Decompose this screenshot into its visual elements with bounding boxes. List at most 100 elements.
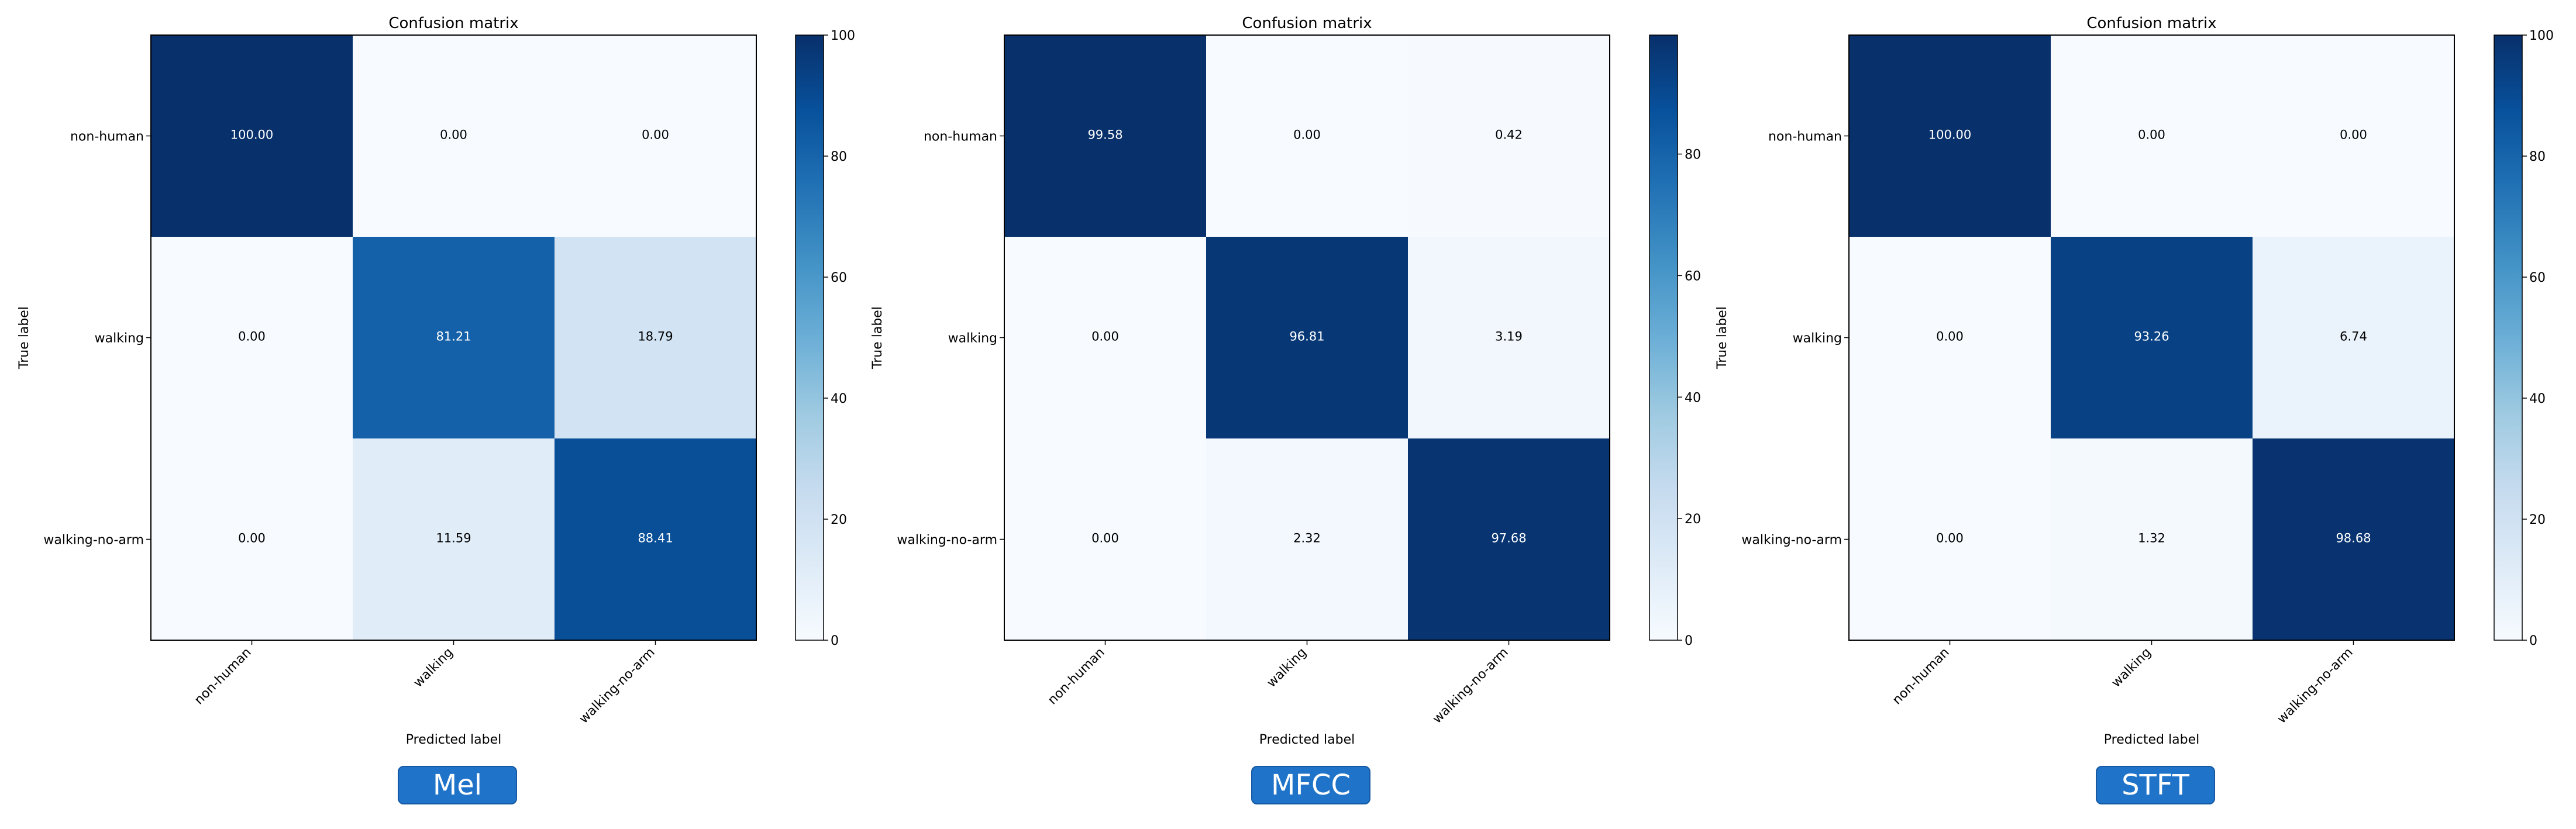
panel-3-colorbar-tick-label-4: 80 [2529,150,2546,164]
panel-1-cell-r0-c2 [555,35,757,237]
panel-2-value-r0-c2: 0.42 [1495,128,1523,142]
panel-3-xtick-label-2: walking-no-arm [2275,645,2356,727]
panel-3-ytick-label-2: walking-no-arm [1741,533,1842,548]
panel-2-xtick-label-0: non-human [1045,645,1108,708]
panel-2-ytick-label-2: walking-no-arm [897,533,997,548]
panel-2-colorbar [1649,35,1678,640]
panel-3-cell-r2-c1 [2051,438,2253,641]
stft-badge: STFT [2096,766,2215,804]
panel-1-value-r0-c0: 100.00 [230,128,273,142]
panel-3-value-r0-c2: 0.00 [2340,128,2367,142]
panel-1-cell-r1-c2 [555,237,757,439]
panel-2-ytick-label-0: non-human [924,130,997,144]
panel-2-colorbar-tick-label-0: 0 [1685,634,1693,648]
panel-2-xtick-label-2: walking-no-arm [1430,645,1511,727]
panel-2-cell-r0-c2 [1408,35,1610,237]
panel-3-value-r1-c0: 0.00 [1936,330,1964,344]
panel-2-colorbar-tick-label-2: 40 [1685,391,1701,405]
panel-1-colorbar-tick-label-3: 60 [831,271,847,285]
panel-2-xlabel: Predicted label [1259,733,1355,747]
panel-1-ytick-label-1: walking [95,331,144,346]
panel-3-xlabel: Predicted label [2104,733,2199,747]
panel-3-value-r1-c2: 6.74 [2340,330,2367,344]
panel-3-xtick-label-1: walking [2109,645,2154,690]
panel-2-colorbar-tick-label-1: 20 [1685,512,1701,527]
panel-2-cell-r0-c1 [1206,35,1408,237]
panel-3-value-r2-c1: 1.32 [2138,531,2165,545]
panel-2-cell-r2-c2 [1408,438,1610,641]
panel-3-value-r2-c2: 98.68 [2336,531,2371,545]
panel-2-cell-r1-c2 [1408,237,1610,439]
panel-1-ytick-label-2: walking-no-arm [43,533,144,548]
panel-1-value-r2-c1: 11.59 [436,531,471,545]
panel-3-cell-r2-c0 [1849,438,2051,641]
panel-3-value-r0-c1: 0.00 [2138,128,2165,142]
panel-2-value-r2-c0: 0.00 [1091,531,1119,545]
panel-3-title: Confusion matrix [2086,15,2216,32]
panel-3-ytick-label-0: non-human [1768,130,1842,144]
panel-3-cell-r1-c1 [2051,237,2253,439]
panel-1-colorbar-tick-label-1: 20 [831,513,847,527]
panel-3-cell-r0-c2 [2253,35,2455,237]
panel-1-value-r2-c2: 88.41 [638,531,673,545]
panel-3-colorbar-frame [2494,34,2523,641]
panel-3-colorbar-tick-label-0: 0 [2529,634,2537,648]
panel-1-value-r1-c0: 0.00 [238,330,266,344]
panel-2-colorbar-tick-label-3: 60 [1685,269,1701,284]
panel-1-cell-r0-c1 [353,35,555,237]
panel-2-cell-r2-c1 [1206,438,1408,641]
panel-3-cell-r2-c2 [2253,438,2455,641]
panel-1-cell-r2-c0 [151,438,353,641]
panel-2-title: Confusion matrix [1242,15,1372,32]
panel-3-value-r0-c0: 100.00 [1928,128,1971,142]
panel-1-xtick-label-1: walking [411,645,456,690]
panel-3-value-r1-c1: 93.26 [2134,330,2169,344]
panel-1-cell-r2-c2 [555,438,757,641]
panel-1-value-r0-c2: 0.00 [642,128,669,142]
panel-3-colorbar-tick-label-2: 40 [2529,392,2546,406]
panel-3-ytick-label-1: walking [1793,331,1842,346]
panel-2-colorbar-tick-label-4: 80 [1685,148,1701,163]
panel-1-ytick-label-0: non-human [70,130,144,144]
panel-2-colorbar-frame [1649,34,1678,641]
panel-1-cell-r1-c1 [353,237,555,439]
panel-2-ytick-label-1: walking [948,331,997,346]
panel-1-cell-r0-c0 [151,35,353,237]
panel-2-value-r2-c1: 2.32 [1293,531,1321,545]
panel-1-xtick-label-0: non-human [192,645,254,708]
panel-1-cell-r2-c1 [353,438,555,641]
panel-1-ylabel: True label [17,306,32,369]
panel-1-value-r0-c1: 0.00 [440,128,467,142]
mfcc-badge: MFCC [1251,766,1370,804]
panel-1-colorbar [795,35,824,640]
panel-3-cell-r0-c1 [2051,35,2253,237]
panel-2-value-r1-c1: 96.81 [1289,330,1324,344]
panel-1-colorbar-tick-label-5: 100 [831,29,855,43]
panel-2-value-r1-c0: 0.00 [1091,330,1119,344]
panel-1-colorbar-tick-label-0: 0 [831,634,839,648]
panel-3-ylabel: True label [1715,306,1730,369]
panel-1-xtick-label-2: walking-no-arm [577,645,658,727]
panel-2-ylabel: True label [870,306,885,369]
mel-badge: Mel [398,766,517,804]
panel-2-value-r1-c2: 3.19 [1495,330,1523,344]
panel-3-value-r2-c0: 0.00 [1936,531,1964,545]
panel-2-value-r0-c0: 99.58 [1087,128,1122,142]
panel-2-cell-r2-c0 [1004,438,1207,641]
panel-3-colorbar-tick-label-3: 60 [2529,271,2546,285]
panel-2-value-r0-c1: 0.00 [1293,128,1321,142]
panel-1-cell-r1-c0 [151,237,353,439]
panel-2-cell-r0-c0 [1004,35,1207,237]
panel-3-colorbar [2494,35,2522,640]
panel-3-cell-r1-c2 [2253,237,2455,439]
panel-1-title: Confusion matrix [388,15,518,32]
panel-1-value-r1-c2: 18.79 [638,330,673,344]
panel-1-value-r1-c1: 81.21 [436,330,471,344]
panel-2-xtick-label-1: walking [1264,645,1309,690]
panel-1-colorbar-frame [795,34,824,641]
panel-1-colorbar-tick-label-2: 40 [831,392,847,406]
panel-2-cell-r1-c1 [1206,237,1408,439]
panel-2-value-r2-c2: 97.68 [1491,531,1526,545]
panel-3-cell-r0-c0 [1849,35,2051,237]
